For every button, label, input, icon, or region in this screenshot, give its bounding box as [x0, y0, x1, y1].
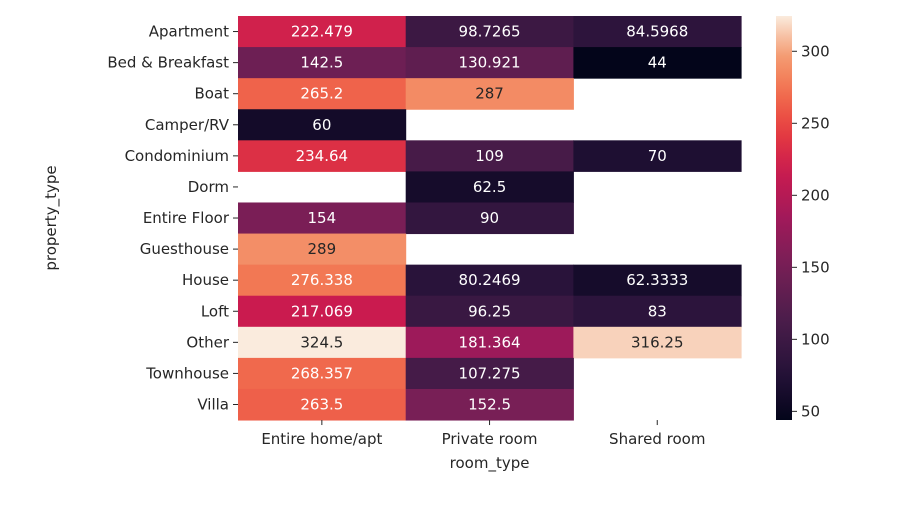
x-tick-label: Entire home/apt [261, 430, 382, 448]
cell-value-label: 83 [648, 302, 667, 320]
cell-value-label: 109 [475, 147, 504, 165]
y-tick-label: House [182, 271, 229, 289]
heatmap-cell [238, 109, 407, 141]
cell-value-label: 152.5 [468, 396, 511, 414]
cell-value-label: 60 [312, 116, 331, 134]
heatmap-cell [238, 388, 407, 421]
cell-value-label: 324.5 [300, 333, 343, 351]
heatmap-cell [405, 264, 574, 297]
cell-value-label: 287 [475, 85, 504, 103]
cell-value-label: 265.2 [300, 85, 343, 103]
cell-value-label: 289 [308, 240, 337, 258]
cell-value-label: 70 [648, 147, 667, 165]
heatmap-cell [573, 326, 742, 359]
colorbar-tick-label: 250 [801, 114, 830, 132]
heatmap-cell [405, 140, 574, 172]
heatmap-cell [238, 16, 407, 48]
y-tick-label: Villa [197, 396, 229, 414]
heatmap-cell [238, 140, 407, 172]
cell-value-label: 62.3333 [626, 271, 688, 289]
cell-value-label: 181.364 [459, 333, 521, 351]
heatmap-cell [405, 357, 574, 390]
heatmap-cell [405, 16, 574, 48]
x-tick-label: Shared room [609, 430, 705, 448]
y-tick-label: Bed & Breakfast [107, 54, 229, 72]
y-tick-label: Other [186, 333, 229, 351]
cell-value-label: 222.479 [291, 23, 353, 41]
heatmap-cell [573, 140, 742, 172]
heatmap-cell [405, 171, 574, 203]
colorbar-tick-label: 150 [801, 258, 830, 276]
heatmap-cell [238, 264, 407, 297]
y-axis-label: property_type [42, 165, 61, 270]
colorbar-tick-label: 50 [801, 402, 820, 420]
heatmap-cell [573, 16, 742, 48]
colorbar-tick-label: 300 [801, 42, 830, 60]
colorbar-tick-label: 200 [801, 186, 830, 204]
cell-value-label: 44 [648, 54, 667, 72]
y-tick-labels: Apartment Bed & Breakfast Boat Camper/RV Con… [107, 23, 238, 414]
cell-value-label: 130.921 [459, 54, 521, 72]
heatmap-cell [405, 47, 574, 79]
y-tick-label: Townhouse [145, 364, 229, 382]
colorbar-ticks: 50 100 150 200 250 300 [792, 42, 830, 420]
y-tick-label: Entire Floor [143, 209, 230, 227]
y-tick-label: Camper/RV [145, 116, 230, 134]
heatmap-cell [238, 78, 407, 110]
cell-value-label: 98.7265 [459, 23, 521, 41]
cell-value-label: 142.5 [300, 54, 343, 72]
y-tick-label: Dorm [188, 178, 229, 196]
heatmap-cell [405, 295, 574, 328]
heatmap-cell [405, 78, 574, 110]
heatmap-cell [573, 295, 742, 328]
x-axis-label: room_type [450, 454, 530, 473]
heatmap-cells: 222.479 98.7265 84.5968 142.5 130.921 44 265.2… [238, 16, 742, 421]
y-tick-label: Guesthouse [140, 240, 229, 258]
cell-value-label: 90 [480, 209, 499, 227]
x-tick-labels: Entire home/apt Private room Shared room [261, 420, 705, 448]
y-tick-label: Condominium [125, 147, 229, 165]
cell-value-label: 84.5968 [626, 23, 688, 41]
heatmap-cell [405, 202, 574, 235]
heatmap-cell [573, 264, 742, 297]
cell-value-label: 217.069 [291, 302, 353, 320]
colorbar-tick-label: 100 [801, 330, 830, 348]
y-tick-label: Apartment [149, 23, 229, 41]
y-tick-label: Loft [201, 302, 229, 320]
heatmap-cell [238, 202, 407, 235]
heatmap-cell [238, 295, 407, 328]
heatmap-cell [238, 326, 407, 359]
cell-value-label: 107.275 [459, 364, 521, 382]
colorbar [776, 16, 792, 420]
heatmap-cell [238, 233, 407, 266]
heatmap-cell [405, 388, 574, 421]
cell-value-label: 154 [308, 209, 337, 227]
heatmap-cell [238, 357, 407, 390]
cell-value-label: 316.25 [631, 333, 684, 351]
heatmap-cell [405, 326, 574, 359]
cell-value-label: 62.5 [473, 178, 506, 196]
cell-value-label: 276.338 [291, 271, 353, 289]
heatmap-cell [573, 47, 742, 79]
cell-value-label: 80.2469 [459, 271, 521, 289]
cell-value-label: 234.64 [296, 147, 349, 165]
y-tick-label: Boat [194, 85, 229, 103]
cell-value-label: 263.5 [300, 396, 343, 414]
x-tick-label: Private room [442, 430, 538, 448]
cell-value-label: 96.25 [468, 302, 511, 320]
cell-value-label: 268.357 [291, 364, 353, 382]
heatmap-cell [238, 47, 407, 79]
